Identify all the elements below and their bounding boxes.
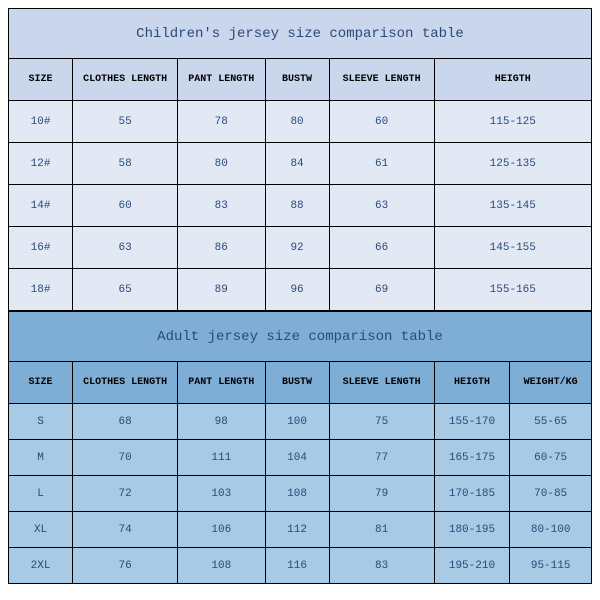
cell-sleeve: 81 [329, 512, 434, 548]
cell-bust: 108 [265, 476, 329, 512]
cell-sleeve: 63 [329, 185, 434, 227]
cell-heigth: 195-210 [434, 548, 510, 584]
cell-size: 18# [9, 269, 73, 311]
cell-heigth: 180-195 [434, 512, 510, 548]
table-row: 14# 60 83 88 63 135-145 [9, 185, 592, 227]
table-row: M 70 111 104 77 165-175 60-75 [9, 440, 592, 476]
cell-bust: 112 [265, 512, 329, 548]
cell-pant: 78 [178, 101, 265, 143]
children-header-row: SIZE CLOTHES LENGTH PANT LENGTH BUSTW SL… [9, 59, 592, 101]
cell-size: 10# [9, 101, 73, 143]
cell-clothes: 76 [73, 548, 178, 584]
cell-bust: 96 [265, 269, 329, 311]
cell-clothes: 55 [73, 101, 178, 143]
cell-sleeve: 69 [329, 269, 434, 311]
cell-size: 2XL [9, 548, 73, 584]
cell-sleeve: 77 [329, 440, 434, 476]
table-row: L 72 103 108 79 170-185 70-85 [9, 476, 592, 512]
cell-weight: 60-75 [510, 440, 592, 476]
cell-pant: 106 [178, 512, 265, 548]
size-chart-container: Children's jersey size comparison table … [0, 0, 600, 600]
cell-heigth: 135-145 [434, 185, 591, 227]
table-row: 16# 63 86 92 66 145-155 [9, 227, 592, 269]
adult-header-row: SIZE CLOTHES LENGTH PANT LENGTH BUSTW SL… [9, 362, 592, 404]
cell-size: S [9, 404, 73, 440]
cell-pant: 89 [178, 269, 265, 311]
cell-clothes: 68 [73, 404, 178, 440]
table-row: XL 74 106 112 81 180-195 80-100 [9, 512, 592, 548]
cell-size: XL [9, 512, 73, 548]
children-table-title: Children's jersey size comparison table [9, 9, 592, 59]
cell-weight: 80-100 [510, 512, 592, 548]
cell-bust: 116 [265, 548, 329, 584]
cell-pant: 111 [178, 440, 265, 476]
cell-heigth: 165-175 [434, 440, 510, 476]
cell-weight: 55-65 [510, 404, 592, 440]
cell-pant: 83 [178, 185, 265, 227]
cell-size: 16# [9, 227, 73, 269]
table-row: 18# 65 89 96 69 155-165 [9, 269, 592, 311]
cell-sleeve: 61 [329, 143, 434, 185]
children-size-table: Children's jersey size comparison table … [8, 8, 592, 311]
cell-bust: 88 [265, 185, 329, 227]
cell-size: 12# [9, 143, 73, 185]
col-sleeve-length: SLEEVE LENGTH [329, 59, 434, 101]
cell-heigth: 125-135 [434, 143, 591, 185]
cell-heigth: 170-185 [434, 476, 510, 512]
cell-clothes: 74 [73, 512, 178, 548]
cell-pant: 98 [178, 404, 265, 440]
cell-sleeve: 60 [329, 101, 434, 143]
cell-sleeve: 75 [329, 404, 434, 440]
cell-bust: 80 [265, 101, 329, 143]
adult-table-title: Adult jersey size comparison table [9, 312, 592, 362]
cell-sleeve: 66 [329, 227, 434, 269]
cell-size: M [9, 440, 73, 476]
cell-bust: 100 [265, 404, 329, 440]
col-clothes-length: CLOTHES LENGTH [73, 59, 178, 101]
cell-clothes: 72 [73, 476, 178, 512]
table-row: 10# 55 78 80 60 115-125 [9, 101, 592, 143]
cell-bust: 84 [265, 143, 329, 185]
children-title-row: Children's jersey size comparison table [9, 9, 592, 59]
col-pant-length: PANT LENGTH [178, 59, 265, 101]
cell-pant: 108 [178, 548, 265, 584]
cell-clothes: 65 [73, 269, 178, 311]
col-pant-length: PANT LENGTH [178, 362, 265, 404]
table-row: 12# 58 80 84 61 125-135 [9, 143, 592, 185]
cell-size: L [9, 476, 73, 512]
col-weight: WEIGHT/KG [510, 362, 592, 404]
cell-bust: 104 [265, 440, 329, 476]
col-size: SIZE [9, 59, 73, 101]
cell-pant: 80 [178, 143, 265, 185]
cell-heigth: 145-155 [434, 227, 591, 269]
cell-size: 14# [9, 185, 73, 227]
table-row: S 68 98 100 75 155-170 55-65 [9, 404, 592, 440]
cell-heigth: 115-125 [434, 101, 591, 143]
cell-pant: 103 [178, 476, 265, 512]
cell-sleeve: 83 [329, 548, 434, 584]
cell-heigth: 155-165 [434, 269, 591, 311]
col-size: SIZE [9, 362, 73, 404]
cell-pant: 86 [178, 227, 265, 269]
cell-clothes: 63 [73, 227, 178, 269]
col-bustw: BUSTW [265, 362, 329, 404]
adult-size-table: Adult jersey size comparison table SIZE … [8, 311, 592, 584]
col-clothes-length: CLOTHES LENGTH [73, 362, 178, 404]
adult-title-row: Adult jersey size comparison table [9, 312, 592, 362]
cell-weight: 95-115 [510, 548, 592, 584]
cell-sleeve: 79 [329, 476, 434, 512]
cell-clothes: 70 [73, 440, 178, 476]
cell-bust: 92 [265, 227, 329, 269]
cell-clothes: 58 [73, 143, 178, 185]
col-bustw: BUSTW [265, 59, 329, 101]
cell-clothes: 60 [73, 185, 178, 227]
col-heigth: HEIGTH [434, 362, 510, 404]
cell-heigth: 155-170 [434, 404, 510, 440]
col-sleeve-length: SLEEVE LENGTH [329, 362, 434, 404]
table-row: 2XL 76 108 116 83 195-210 95-115 [9, 548, 592, 584]
cell-weight: 70-85 [510, 476, 592, 512]
col-heigth: HEIGTH [434, 59, 591, 101]
